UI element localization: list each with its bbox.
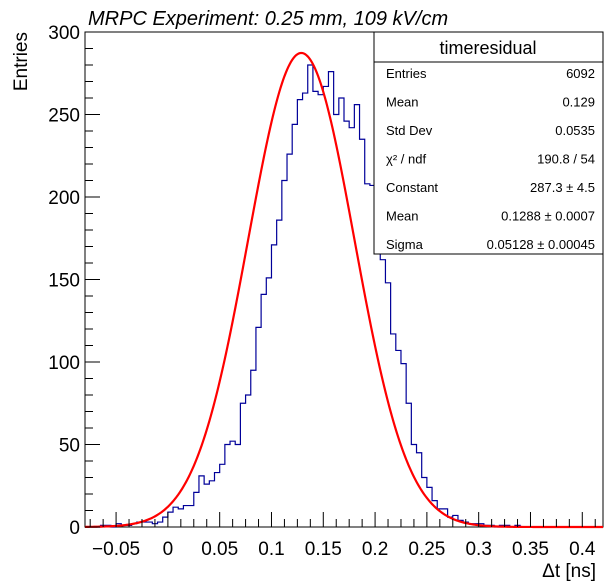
stats-value: 287.3 ± 4.5 bbox=[530, 180, 595, 195]
chart-title: MRPC Experiment: 0.25 mm, 109 kV/cm bbox=[88, 8, 448, 30]
x-tick-label: 0 bbox=[163, 539, 174, 560]
y-tick-label: 50 bbox=[59, 436, 80, 457]
x-tick-label: 0.25 bbox=[408, 539, 445, 560]
y-tick-label: 200 bbox=[48, 188, 80, 209]
y-tick-label: 150 bbox=[48, 271, 80, 292]
y-tick-label: 0 bbox=[69, 518, 80, 539]
y-tick-label: 250 bbox=[48, 106, 80, 127]
histogram-outline bbox=[85, 64, 603, 528]
y-tick-label: 100 bbox=[48, 353, 80, 374]
y-tick-label: 300 bbox=[48, 23, 80, 44]
x-axis-ticks: −0.05 0 0.05 0.1 0.15 0.2 0.25 0.3 0.35 0.4 bbox=[89, 512, 596, 560]
stats-box: timeresidual Entries 6092 Mean 0.129 Std Dev… bbox=[373, 31, 604, 255]
fit-line bbox=[84, 51, 603, 529]
x-tick-label: 0.1 bbox=[258, 539, 284, 560]
fit-curve bbox=[84, 51, 603, 529]
histogram bbox=[85, 64, 603, 528]
stats-label: Mean bbox=[386, 95, 419, 110]
stats-value: 6092 bbox=[566, 66, 595, 81]
stats-value: 0.1288 ± 0.0007 bbox=[501, 209, 595, 224]
x-tick-label: 0.4 bbox=[569, 539, 596, 560]
stats-label: Std Dev bbox=[386, 123, 433, 138]
x-tick-label: 0.35 bbox=[512, 539, 549, 560]
stats-box-title: timeresidual bbox=[439, 38, 536, 58]
stats-label: Mean bbox=[386, 209, 419, 224]
stats-label: χ² / ndf bbox=[386, 152, 426, 167]
x-tick-label: 0.3 bbox=[465, 539, 491, 560]
stats-value: 0.129 bbox=[562, 95, 595, 110]
x-tick-label: 0.15 bbox=[305, 539, 342, 560]
stats-value: 190.8 / 54 bbox=[537, 152, 595, 167]
y-axis-ticks: 0 50 100 150 200 250 300 bbox=[48, 23, 100, 539]
x-axis-title: Δt [ns] bbox=[542, 561, 596, 582]
x-tick-label: −0.05 bbox=[92, 539, 140, 560]
stats-box-frame bbox=[373, 31, 604, 255]
x-tick-label: 0.05 bbox=[201, 539, 238, 560]
y-axis-title: Entries bbox=[11, 32, 32, 91]
stats-value: 0.05128 ± 0.00045 bbox=[487, 237, 595, 252]
stats-label: Sigma bbox=[386, 237, 424, 252]
x-tick-label: 0.2 bbox=[362, 539, 388, 560]
stats-rows: Entries 6092 Mean 0.129 Std Dev 0.0535 χ² / nd… bbox=[386, 66, 595, 252]
stats-label: Constant bbox=[386, 180, 438, 195]
stats-label: Entries bbox=[386, 66, 427, 81]
stats-value: 0.0535 bbox=[555, 123, 595, 138]
